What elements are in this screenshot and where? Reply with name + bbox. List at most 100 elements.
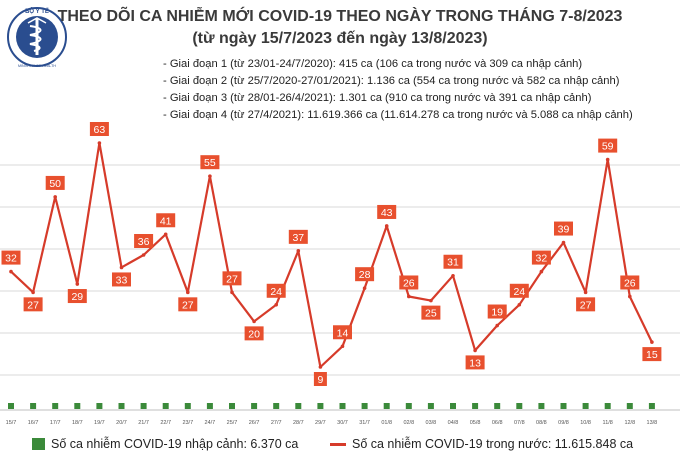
logo-bottom-text: MINISTRY OF HEALTH [18, 64, 56, 68]
data-label-box-08/8 [531, 250, 551, 265]
imported-bar-13/8 [648, 403, 655, 409]
legend-domestic-swatch [330, 442, 346, 446]
data-label-box-04/8 [443, 254, 463, 269]
x-tick-17/7: 17/7 [50, 420, 61, 426]
x-tick-03/8: 03/8 [426, 420, 437, 426]
point-06/8 [495, 323, 500, 328]
data-label-box-30/7 [333, 325, 352, 340]
imported-bar-05/8 [472, 403, 479, 409]
logo-top-text: BỘ Y TẾ [25, 7, 49, 15]
data-label-23/7: 27 [182, 299, 194, 311]
imported-bar-04/8 [450, 403, 456, 409]
data-label-box-05/8 [465, 355, 485, 370]
imported-bar-26/7 [251, 403, 258, 409]
x-tick-01/8: 01/8 [381, 420, 392, 426]
imported-bar-20/7 [118, 403, 125, 409]
x-tick-04/8: 04/8 [448, 420, 459, 426]
ministry-of-health-logo: BỘ Y TẾ MINISTRY OF HEALTH [7, 7, 67, 68]
data-label-box-15/7 [1, 250, 21, 265]
x-tick-06/8: 06/8 [492, 420, 503, 426]
data-label-box-02/8 [399, 275, 419, 290]
point-04/8 [451, 273, 455, 278]
imported-bar-25/7 [229, 403, 235, 409]
x-tick-12/8: 12/8 [624, 420, 635, 426]
page-subtitle: (từ ngày 15/7/2023 đến ngày 13/8/2023) [192, 30, 488, 47]
x-tick-11/8: 11/8 [603, 420, 613, 426]
data-label-box-09/8 [554, 221, 573, 236]
imported-bar-29/7 [317, 403, 324, 409]
data-label-05/8: 13 [469, 357, 481, 369]
point-24/7 [208, 174, 212, 178]
x-tick-02/8: 02/8 [403, 420, 414, 426]
data-label-04/8: 31 [447, 257, 459, 269]
data-label-box-06/8 [487, 304, 507, 319]
data-label-box-07/8 [509, 283, 529, 298]
imported-bar-08/8 [538, 403, 545, 409]
point-05/8 [473, 348, 477, 353]
data-label-box-03/8 [421, 305, 441, 320]
imported-bar-16/7 [30, 403, 37, 409]
data-label-25/7: 27 [226, 273, 238, 285]
x-tick-26/7: 26/7 [249, 420, 260, 426]
data-label-08/8: 32 [536, 253, 548, 265]
x-tick-19/7: 19/7 [94, 420, 105, 426]
stage-4-text: - Giai đoạn 4 (từ 27/4/2021): 11.619.366… [163, 109, 633, 121]
data-label-20/7: 33 [116, 274, 128, 286]
x-tick-13/8: 13/8 [647, 420, 658, 426]
data-label-box-12/8 [620, 275, 640, 290]
page-title: THEO DÕI CA NHIỄM MỚI COVID-19 THEO NGÀY… [57, 8, 623, 25]
imported-bar-10/8 [582, 403, 589, 409]
point-19/7 [97, 141, 102, 145]
imported-bar-21/7 [140, 403, 147, 409]
data-label-box-13/8 [642, 347, 662, 362]
x-tick-23/7: 23/7 [182, 420, 193, 426]
imported-bar-02/8 [405, 403, 412, 409]
data-label-box-24/7 [200, 155, 220, 170]
stage-1-text: - Giai đoạn 1 (từ 23/01-24/7/2020): 415 … [163, 58, 583, 70]
imported-bar-12/8 [626, 403, 633, 409]
data-label-box-26/7 [244, 326, 264, 341]
point-18/7 [75, 282, 80, 286]
x-tick-10/8: 10/8 [580, 420, 591, 426]
data-label-box-28/7 [288, 229, 308, 244]
stage-summary: - Giai đoạn 1 (từ 23/01-24/7/2020): 415 … [163, 56, 633, 124]
legend-imported: Số ca nhiễm COVID-19 nhập cảnh: 6.370 ca [32, 437, 298, 451]
x-tick-05/8: 05/8 [470, 420, 481, 426]
data-label-03/8: 25 [425, 308, 437, 320]
imported-bar-22/7 [162, 403, 169, 409]
data-label-19/7: 63 [94, 124, 106, 136]
x-tick-18/7: 18/7 [72, 420, 83, 426]
imported-bar-11/8 [604, 403, 611, 409]
data-label-26/7: 20 [248, 328, 260, 340]
data-label-10/8: 27 [580, 299, 592, 311]
point-22/7 [163, 232, 168, 237]
imported-bar-15/7 [8, 403, 14, 409]
x-tick-08/8: 08/8 [536, 420, 547, 426]
data-label-12/8: 26 [624, 277, 636, 289]
imported-bar-19/7 [96, 403, 103, 409]
x-tick-21/7: 21/7 [138, 420, 149, 426]
imported-bar-23/7 [184, 403, 191, 409]
imported-bar-06/8 [494, 403, 501, 409]
imported-bar-07/8 [516, 403, 523, 409]
data-label-17/7: 50 [49, 178, 61, 190]
imported-bar-30/7 [339, 403, 346, 409]
point-16/7 [31, 290, 35, 295]
point-09/8 [561, 240, 566, 245]
point-21/7 [141, 253, 146, 257]
point-31/7 [362, 286, 367, 290]
point-15/7 [9, 269, 13, 274]
point-29/7 [318, 365, 323, 369]
x-tick-28/7: 28/7 [293, 420, 304, 426]
data-label-22/7: 41 [160, 215, 172, 227]
data-label-box-16/7 [23, 297, 43, 312]
imported-bar-03/8 [427, 403, 434, 409]
legend-domestic-label: Số ca nhiễm COVID-19 trong nước: 11.615.… [352, 437, 634, 451]
legend-imported-label: Số ca nhiễm COVID-19 nhập cảnh: 6.370 ca [51, 437, 299, 451]
point-26/7 [252, 319, 256, 324]
data-label-29/7: 9 [317, 374, 323, 386]
x-tick-15/7: 15/7 [6, 420, 17, 426]
domestic-series-line [10, 141, 653, 369]
data-label-box-17/7 [45, 175, 65, 190]
